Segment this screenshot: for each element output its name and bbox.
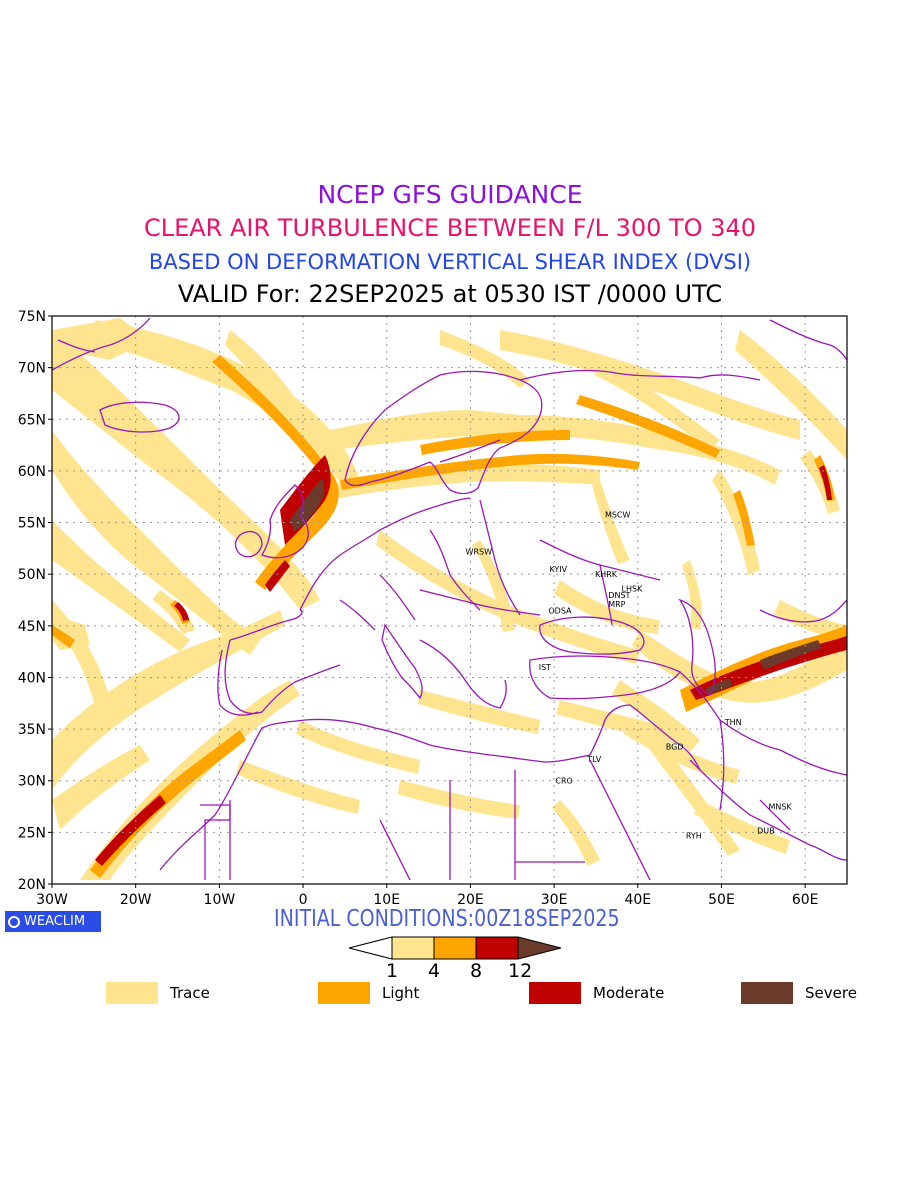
lat-label: 25N — [18, 825, 46, 841]
chart-title-guidance: NCEP GFS GUIDANCE — [317, 180, 583, 209]
chart-subtitle-dvsi: BASED ON DEFORMATION VERTICAL SHEAR INDE… — [148, 250, 752, 274]
initial-conditions: INITIAL CONDITIONS:00Z18SEP2025 — [274, 906, 620, 932]
lon-label: 0 — [299, 892, 308, 908]
legend-label-moderate: Moderate — [593, 984, 665, 1002]
city-label-mnsk: MNSK — [768, 803, 792, 812]
city-label-mscw: MSCW — [605, 510, 631, 519]
legend-swatch-light — [318, 982, 370, 1004]
copyright-circle-icon — [8, 915, 20, 928]
lon-label: 30W — [36, 892, 68, 908]
city-label-kyiv: KYIV — [549, 565, 567, 574]
map-frame — [51, 315, 848, 885]
legend-item-trace: Trace — [106, 981, 210, 1005]
colorbar-trace-segment — [391, 936, 435, 960]
lat-label: 40N — [18, 670, 46, 686]
city-label-khrk: KHRK — [595, 570, 618, 579]
city-label-dub: DUB — [757, 826, 775, 835]
legend-item-severe: Severe — [741, 981, 857, 1005]
lat-label: 70N — [18, 361, 46, 377]
colorbar-tick-8: 8 — [470, 960, 483, 982]
city-label-mrp: MRP — [608, 600, 625, 609]
lat-label: 75N — [18, 309, 46, 325]
lon-label: 20W — [120, 892, 152, 908]
lat-label: 65N — [18, 412, 46, 428]
colorbar-under-arrow — [348, 936, 393, 960]
city-label-thn: THN — [724, 718, 742, 727]
colorbar — [348, 936, 562, 960]
lon-label: 20E — [457, 892, 484, 908]
lon-label: 30E — [541, 892, 568, 908]
legend-item-light: Light — [318, 981, 419, 1005]
city-label-bgd: BGD — [666, 743, 684, 752]
colorbar-tick-12: 12 — [508, 960, 533, 982]
lat-label: 35N — [18, 722, 46, 738]
legend-swatch-trace — [106, 982, 158, 1004]
colorbar-tick-4: 4 — [428, 960, 441, 982]
lat-label: 30N — [18, 774, 46, 790]
lat-label: 55N — [18, 516, 46, 532]
city-label-odsa: ODSA — [548, 606, 572, 615]
chart-title-cat-layer: CLEAR AIR TURBULENCE BETWEEN F/L 300 TO … — [143, 214, 757, 242]
lat-label: 50N — [18, 567, 46, 583]
colorbar-moderate-segment — [475, 936, 519, 960]
legend-swatch-severe — [741, 982, 793, 1004]
lon-label: 10W — [204, 892, 236, 908]
lon-label: 50E — [708, 892, 735, 908]
legend-label-trace: Trace — [170, 984, 210, 1002]
city-label-cro: CRO — [555, 777, 572, 786]
chart-valid-time: VALID For: 22SEP2025 at 0530 IST /0000 U… — [177, 280, 723, 308]
legend-label-severe: Severe — [805, 984, 857, 1002]
lat-label: 60N — [18, 464, 46, 480]
lon-label: 10E — [373, 892, 400, 908]
legend-swatch-moderate — [529, 982, 581, 1004]
city-label-wrsw: WRSW — [466, 547, 493, 556]
city-label-ryh: RYH — [686, 831, 702, 840]
lon-label: 60E — [792, 892, 819, 908]
weaclim-badge: WEACLIM — [5, 911, 101, 932]
country-borders — [52, 317, 847, 881]
city-label-tlv: TLV — [586, 755, 601, 764]
legend-item-moderate: Moderate — [529, 981, 664, 1005]
legend-label-light: Light — [382, 984, 420, 1002]
severe-areas — [290, 478, 822, 696]
lon-label: 40E — [624, 892, 651, 908]
city-label-lhsk: LHSK — [622, 585, 644, 594]
lat-label: 20N — [18, 877, 46, 893]
city-label-dnst: DNST — [608, 591, 630, 600]
colorbar-tick-1: 1 — [386, 960, 399, 982]
city-label-ist: IST — [539, 663, 551, 672]
colorbar-over-arrow — [517, 936, 562, 960]
colorbar-light-segment — [433, 936, 477, 960]
weaclim-label: WEACLIM — [24, 914, 86, 929]
lat-label: 45N — [18, 619, 46, 635]
